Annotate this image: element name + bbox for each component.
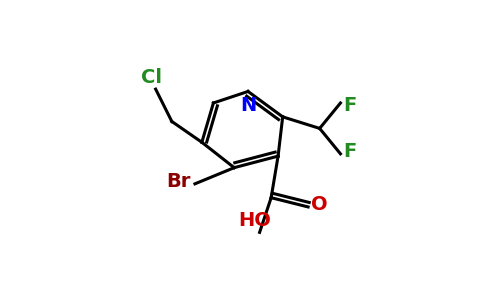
Text: HO: HO xyxy=(239,211,272,230)
Text: N: N xyxy=(240,96,256,115)
Text: F: F xyxy=(343,142,356,161)
Text: Br: Br xyxy=(166,172,191,191)
Text: O: O xyxy=(311,195,328,214)
Text: F: F xyxy=(343,96,356,115)
Text: Cl: Cl xyxy=(140,68,162,87)
